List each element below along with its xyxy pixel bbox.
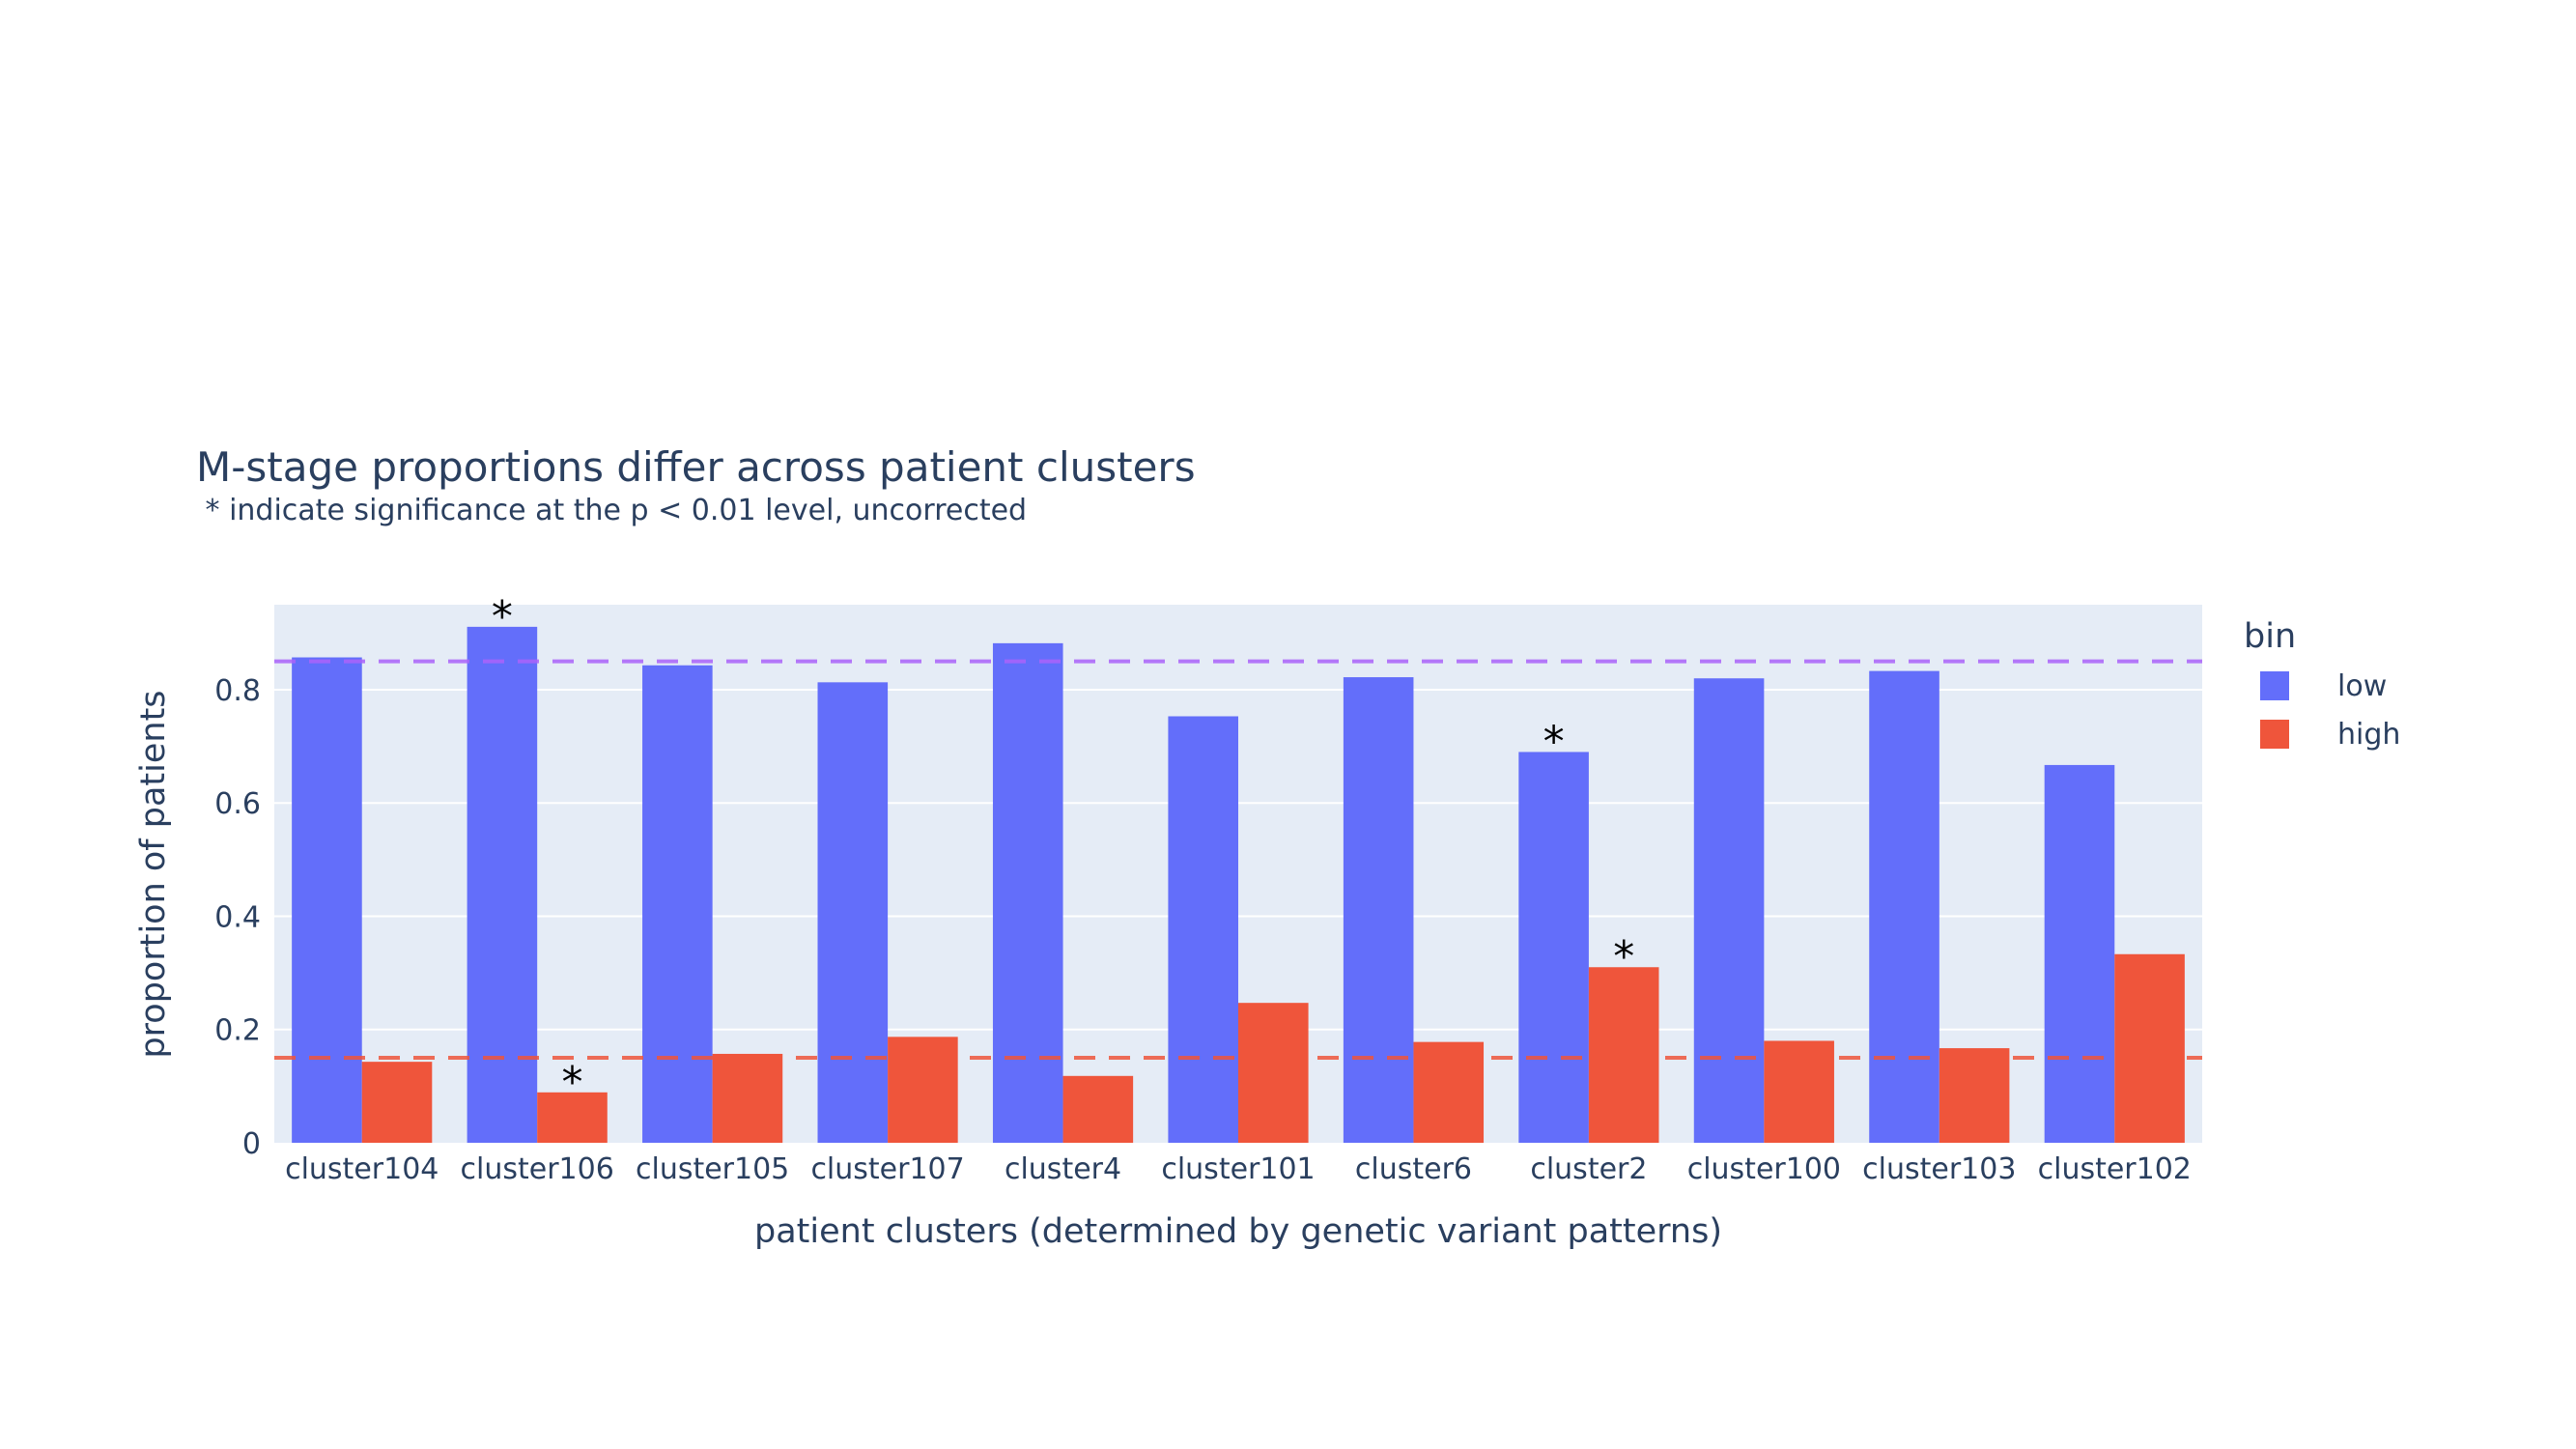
x-tick-labels: cluster104 cluster106 cluster105 cluster107…	[285, 1152, 2192, 1186]
bar-low-cluster4[interactable]	[992, 642, 1063, 1143]
significance-star: *	[1543, 717, 1565, 766]
y-tick-label: 0.6	[214, 787, 261, 821]
bars	[292, 626, 2185, 1143]
x-tick-label: cluster101	[1161, 1152, 1315, 1186]
x-axis-title: patient clusters (determined by genetic …	[754, 1212, 1722, 1251]
y-tick-label: 0.4	[214, 900, 261, 934]
bar-high-cluster107[interactable]	[888, 1037, 958, 1143]
x-tick-label: cluster104	[285, 1152, 439, 1186]
bar-low-cluster102[interactable]	[2044, 764, 2115, 1143]
x-tick-label: cluster100	[1687, 1152, 1841, 1186]
legend-swatch-high[interactable]	[2260, 720, 2289, 749]
bar-high-cluster104[interactable]	[361, 1062, 433, 1143]
legend-label-high[interactable]: high	[2337, 718, 2400, 752]
x-tick-label: cluster4	[1005, 1152, 1121, 1186]
y-axis-title: proportion of patients	[134, 690, 173, 1058]
significance-star: *	[492, 592, 513, 641]
y-tick-label: 0.2	[214, 1014, 261, 1048]
x-tick-label: cluster103	[1862, 1152, 2016, 1186]
bar-high-cluster4[interactable]	[1062, 1075, 1134, 1143]
bar-high-cluster103[interactable]	[1939, 1048, 2010, 1143]
chart-title: M-stage proportions differ across patien…	[196, 443, 1196, 491]
bar-low-cluster101[interactable]	[1168, 716, 1238, 1143]
legend-swatch-low[interactable]	[2260, 671, 2289, 700]
chart-subtitle: * indicate significance at the p < 0.01 …	[196, 494, 1027, 527]
significance-star: *	[561, 1058, 582, 1107]
bar-high-cluster101[interactable]	[1238, 1003, 1309, 1143]
legend: bin low high	[2244, 617, 2400, 752]
bar-low-cluster104[interactable]	[292, 657, 362, 1143]
x-tick-label: cluster105	[636, 1152, 789, 1186]
y-tick-label: 0	[242, 1127, 261, 1161]
bar-low-cluster105[interactable]	[642, 665, 713, 1143]
y-tick-label: 0.8	[214, 674, 261, 708]
bar-high-cluster102[interactable]	[2114, 953, 2185, 1143]
y-tick-labels: 0 0.2 0.4 0.6 0.8	[214, 674, 261, 1161]
bar-low-cluster107[interactable]	[817, 682, 889, 1143]
bar-low-cluster103[interactable]	[1869, 670, 1939, 1143]
legend-label-low[interactable]: low	[2337, 669, 2387, 703]
bar-low-cluster100[interactable]	[1693, 678, 1765, 1143]
significance-annotations: * * * *	[492, 592, 1634, 1107]
significance-star: *	[1613, 932, 1634, 981]
bar-low-cluster106[interactable]	[467, 626, 538, 1143]
bar-low-cluster2[interactable]	[1518, 752, 1589, 1143]
x-tick-label: cluster2	[1530, 1152, 1647, 1186]
x-tick-label: cluster106	[461, 1152, 614, 1186]
x-tick-label: cluster6	[1355, 1152, 1472, 1186]
bar-high-cluster2[interactable]	[1588, 967, 1659, 1143]
x-tick-label: cluster102	[2038, 1152, 2192, 1186]
bar-high-cluster105[interactable]	[712, 1053, 783, 1143]
legend-title: bin	[2244, 617, 2296, 656]
bar-high-cluster106[interactable]	[537, 1092, 608, 1143]
reference-lines	[274, 659, 2202, 1061]
x-tick-label: cluster107	[810, 1152, 964, 1186]
bar-low-cluster6[interactable]	[1343, 677, 1414, 1143]
